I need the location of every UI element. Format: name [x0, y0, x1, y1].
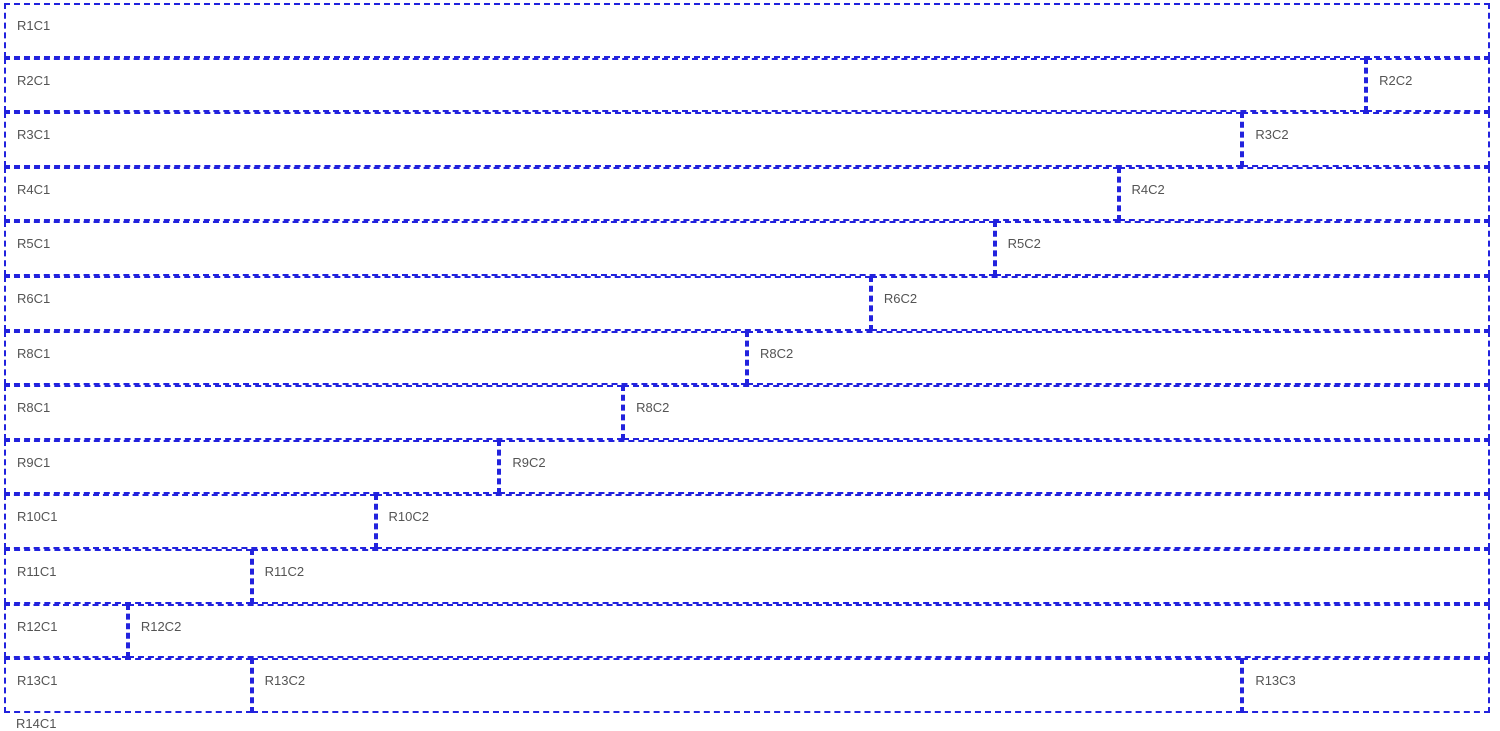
grid-cell: R13C2: [251, 658, 1243, 713]
grid-cell: R11C1: [4, 548, 252, 604]
grid-cell: R6C1: [4, 275, 871, 331]
grid-cell: R4C2: [1118, 166, 1490, 222]
grid-cell: R2C1: [4, 57, 1367, 113]
grid-cell: R13C1: [4, 658, 252, 713]
grid-row: R3C1 R3C2: [4, 112, 1490, 167]
grid-cell: R3C2: [1242, 112, 1490, 167]
grid-cell: R9C2: [499, 439, 1490, 495]
grid-row: R4C1 R4C2: [4, 166, 1490, 222]
grid-row: R5C1 R5C2: [4, 221, 1490, 276]
grid-cell: R1C1: [4, 3, 1490, 58]
grid-cell: R8C1: [4, 330, 747, 386]
grid-cell: R8C2: [747, 330, 1490, 386]
grid-cell: R12C2: [127, 603, 1490, 659]
grid-row: R11C1 R11C2: [4, 548, 1490, 604]
grid-row: R13C1 R13C2 R13C3: [4, 658, 1490, 713]
grid-row: R9C1 R9C2: [4, 439, 1490, 495]
grid-row: R6C1 R6C2: [4, 275, 1490, 331]
grid-row: R12C1 R12C2: [4, 603, 1490, 659]
grid-cell: R9C1: [4, 439, 500, 495]
grid-container: R1C1 R2C1 R2C2 R3C1 R3C2 R4C1 R4C2 R5C1 R5C2 R6C1…: [4, 3, 1490, 713]
clipped-row-label: R14C1: [16, 716, 57, 731]
grid-row: R8C1 R8C2: [4, 385, 1490, 440]
grid-cell: R4C1: [4, 166, 1119, 222]
grid-cell: R12C1: [4, 603, 128, 659]
grid-cell: R13C3: [1242, 658, 1490, 713]
grid-row: R2C1 R2C2: [4, 57, 1490, 113]
grid-cell: R2C2: [1366, 57, 1490, 113]
grid-row: R10C1 R10C2: [4, 494, 1490, 549]
grid-cell: R10C1: [4, 494, 376, 549]
grid-cell: R5C2: [994, 221, 1490, 276]
grid-cell: R5C1: [4, 221, 995, 276]
grid-cell: R11C2: [251, 548, 1490, 604]
grid-cell: R8C2: [623, 385, 1490, 440]
grid-cell: R6C2: [870, 275, 1490, 331]
grid-cell: R3C1: [4, 112, 1243, 167]
grid-cell: R8C1: [4, 385, 624, 440]
grid-row: R8C1 R8C2: [4, 330, 1490, 386]
grid-cell: R10C2: [375, 494, 1490, 549]
grid-row: R1C1: [4, 3, 1490, 58]
